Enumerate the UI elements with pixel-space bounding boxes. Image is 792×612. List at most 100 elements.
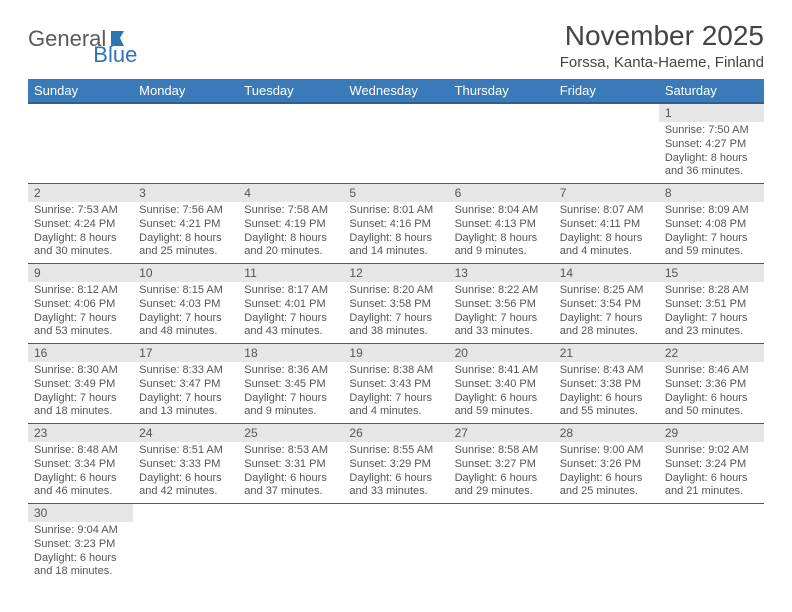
day-details: Sunrise: 8:43 AMSunset: 3:38 PMDaylight:…: [554, 362, 659, 423]
daylight-text: Daylight: 8 hours and 4 minutes.: [560, 232, 653, 260]
day-details: Sunrise: 8:01 AMSunset: 4:16 PMDaylight:…: [343, 202, 448, 263]
sunrise-text: Sunrise: 8:01 AM: [349, 204, 442, 218]
day-details: Sunrise: 8:55 AMSunset: 3:29 PMDaylight:…: [343, 442, 448, 503]
sunset-text: Sunset: 3:49 PM: [34, 378, 127, 392]
day-details: Sunrise: 8:36 AMSunset: 3:45 PMDaylight:…: [238, 362, 343, 423]
calendar-empty-cell: [659, 504, 764, 584]
day-details: Sunrise: 8:58 AMSunset: 3:27 PMDaylight:…: [449, 442, 554, 503]
sunrise-text: Sunrise: 8:28 AM: [665, 284, 758, 298]
day-number: 6: [449, 184, 554, 202]
sunset-text: Sunset: 4:13 PM: [455, 218, 548, 232]
day-number: 18: [238, 344, 343, 362]
sunrise-text: Sunrise: 8:12 AM: [34, 284, 127, 298]
sunrise-text: Sunrise: 9:00 AM: [560, 444, 653, 458]
day-number: 3: [133, 184, 238, 202]
day-number: 1: [659, 104, 764, 122]
sunset-text: Sunset: 3:27 PM: [455, 458, 548, 472]
daylight-text: Daylight: 6 hours and 37 minutes.: [244, 472, 337, 500]
sunset-text: Sunset: 3:31 PM: [244, 458, 337, 472]
day-details: Sunrise: 8:51 AMSunset: 3:33 PMDaylight:…: [133, 442, 238, 503]
sunrise-text: Sunrise: 8:58 AM: [455, 444, 548, 458]
logo-text-blue: Blue: [93, 42, 137, 67]
sunset-text: Sunset: 3:33 PM: [139, 458, 232, 472]
sunrise-text: Sunrise: 8:43 AM: [560, 364, 653, 378]
page: General Blue November 2025 Forssa, Kanta…: [0, 0, 792, 603]
day-number: 8: [659, 184, 764, 202]
calendar-day-cell: 11Sunrise: 8:17 AMSunset: 4:01 PMDayligh…: [238, 264, 343, 344]
weekday-header: Thursday: [449, 79, 554, 103]
weekday-header: Sunday: [28, 79, 133, 103]
sunset-text: Sunset: 3:23 PM: [34, 538, 127, 552]
day-details: Sunrise: 9:00 AMSunset: 3:26 PMDaylight:…: [554, 442, 659, 503]
calendar-empty-cell: [28, 103, 133, 184]
day-details: Sunrise: 8:46 AMSunset: 3:36 PMDaylight:…: [659, 362, 764, 423]
calendar-empty-cell: [238, 504, 343, 584]
sunset-text: Sunset: 3:54 PM: [560, 298, 653, 312]
calendar-day-cell: 9Sunrise: 8:12 AMSunset: 4:06 PMDaylight…: [28, 264, 133, 344]
sunrise-text: Sunrise: 9:02 AM: [665, 444, 758, 458]
day-details: Sunrise: 8:53 AMSunset: 3:31 PMDaylight:…: [238, 442, 343, 503]
daylight-text: Daylight: 6 hours and 33 minutes.: [349, 472, 442, 500]
day-details: Sunrise: 8:30 AMSunset: 3:49 PMDaylight:…: [28, 362, 133, 423]
calendar-day-cell: 30Sunrise: 9:04 AMSunset: 3:23 PMDayligh…: [28, 504, 133, 584]
day-number: 2: [28, 184, 133, 202]
sunset-text: Sunset: 4:27 PM: [665, 138, 758, 152]
weekday-row: SundayMondayTuesdayWednesdayThursdayFrid…: [28, 79, 764, 103]
day-number: 26: [343, 424, 448, 442]
day-number: 24: [133, 424, 238, 442]
header: General Blue November 2025 Forssa, Kanta…: [28, 20, 764, 71]
sunset-text: Sunset: 3:26 PM: [560, 458, 653, 472]
calendar-day-cell: 13Sunrise: 8:22 AMSunset: 3:56 PMDayligh…: [449, 264, 554, 344]
day-details: Sunrise: 7:50 AMSunset: 4:27 PMDaylight:…: [659, 122, 764, 183]
sunset-text: Sunset: 4:16 PM: [349, 218, 442, 232]
daylight-text: Daylight: 8 hours and 14 minutes.: [349, 232, 442, 260]
sunset-text: Sunset: 3:24 PM: [665, 458, 758, 472]
calendar-day-cell: 3Sunrise: 7:56 AMSunset: 4:21 PMDaylight…: [133, 184, 238, 264]
day-number: 4: [238, 184, 343, 202]
day-number: 10: [133, 264, 238, 282]
day-details: Sunrise: 7:58 AMSunset: 4:19 PMDaylight:…: [238, 202, 343, 263]
sunrise-text: Sunrise: 8:48 AM: [34, 444, 127, 458]
location-text: Forssa, Kanta-Haeme, Finland: [560, 54, 764, 71]
sunset-text: Sunset: 3:36 PM: [665, 378, 758, 392]
daylight-text: Daylight: 6 hours and 59 minutes.: [455, 392, 548, 420]
calendar-day-cell: 22Sunrise: 8:46 AMSunset: 3:36 PMDayligh…: [659, 344, 764, 424]
daylight-text: Daylight: 6 hours and 55 minutes.: [560, 392, 653, 420]
calendar-empty-cell: [449, 504, 554, 584]
calendar-day-cell: 21Sunrise: 8:43 AMSunset: 3:38 PMDayligh…: [554, 344, 659, 424]
daylight-text: Daylight: 8 hours and 36 minutes.: [665, 152, 758, 180]
day-details: Sunrise: 8:12 AMSunset: 4:06 PMDaylight:…: [28, 282, 133, 343]
daylight-text: Daylight: 6 hours and 18 minutes.: [34, 552, 127, 580]
day-details: Sunrise: 8:15 AMSunset: 4:03 PMDaylight:…: [133, 282, 238, 343]
daylight-text: Daylight: 7 hours and 18 minutes.: [34, 392, 127, 420]
daylight-text: Daylight: 7 hours and 38 minutes.: [349, 312, 442, 340]
day-number: 14: [554, 264, 659, 282]
calendar-week-row: 1Sunrise: 7:50 AMSunset: 4:27 PMDaylight…: [28, 103, 764, 184]
sunrise-text: Sunrise: 8:41 AM: [455, 364, 548, 378]
sunrise-text: Sunrise: 7:58 AM: [244, 204, 337, 218]
calendar-day-cell: 28Sunrise: 9:00 AMSunset: 3:26 PMDayligh…: [554, 424, 659, 504]
daylight-text: Daylight: 6 hours and 21 minutes.: [665, 472, 758, 500]
day-number: 7: [554, 184, 659, 202]
day-details: Sunrise: 8:25 AMSunset: 3:54 PMDaylight:…: [554, 282, 659, 343]
daylight-text: Daylight: 6 hours and 46 minutes.: [34, 472, 127, 500]
sunset-text: Sunset: 4:19 PM: [244, 218, 337, 232]
calendar-day-cell: 18Sunrise: 8:36 AMSunset: 3:45 PMDayligh…: [238, 344, 343, 424]
calendar-day-cell: 1Sunrise: 7:50 AMSunset: 4:27 PMDaylight…: [659, 103, 764, 184]
daylight-text: Daylight: 8 hours and 25 minutes.: [139, 232, 232, 260]
sunset-text: Sunset: 3:58 PM: [349, 298, 442, 312]
calendar-empty-cell: [343, 504, 448, 584]
sunrise-text: Sunrise: 8:55 AM: [349, 444, 442, 458]
calendar-week-row: 2Sunrise: 7:53 AMSunset: 4:24 PMDaylight…: [28, 184, 764, 264]
sunrise-text: Sunrise: 8:25 AM: [560, 284, 653, 298]
sunrise-text: Sunrise: 8:51 AM: [139, 444, 232, 458]
calendar-day-cell: 17Sunrise: 8:33 AMSunset: 3:47 PMDayligh…: [133, 344, 238, 424]
calendar-day-cell: 25Sunrise: 8:53 AMSunset: 3:31 PMDayligh…: [238, 424, 343, 504]
sunrise-text: Sunrise: 8:15 AM: [139, 284, 232, 298]
calendar-empty-cell: [238, 103, 343, 184]
weekday-header: Tuesday: [238, 79, 343, 103]
daylight-text: Daylight: 6 hours and 25 minutes.: [560, 472, 653, 500]
day-number: 16: [28, 344, 133, 362]
sunset-text: Sunset: 4:01 PM: [244, 298, 337, 312]
day-number: 19: [343, 344, 448, 362]
